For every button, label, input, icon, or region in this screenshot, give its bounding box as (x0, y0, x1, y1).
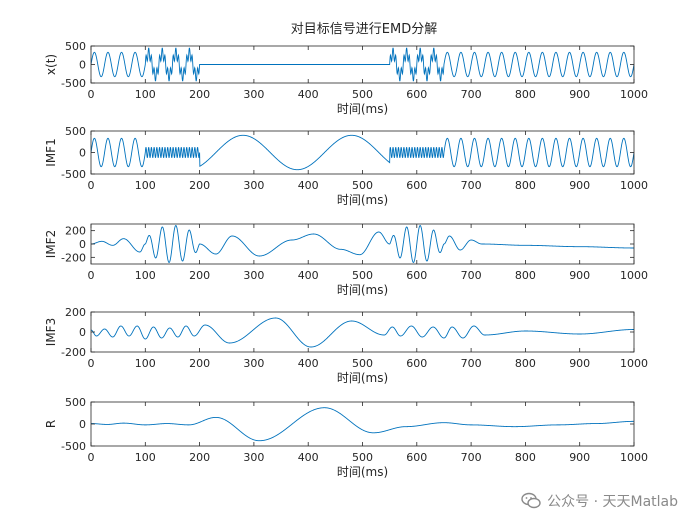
imf2-ytick-label: -200 (61, 251, 86, 264)
imf3-xtick-label: 100 (135, 357, 156, 370)
imf2-xtick-label: 900 (569, 269, 590, 282)
residual-xtick-label: 1000 (620, 451, 648, 464)
residual-ytick-label: 0 (79, 418, 86, 431)
imf3-panel: 0 100 200 300 400 500 600 700 800 900 1000-2000200… (44, 306, 648, 385)
imf1-xlabel: 时间(ms) (337, 193, 388, 207)
xt-panel: 0 100 200 300 400 500 600 700 800 900 1000-5000500… (44, 40, 648, 116)
imf1-xtick-label: 600 (406, 179, 427, 192)
imf1-xtick-label: 500 (352, 179, 373, 192)
residual-xtick-label: 0 (88, 451, 95, 464)
imf2-xtick-label: 500 (352, 269, 373, 282)
xt-ytick-label: 500 (65, 40, 86, 53)
xt-xtick-label: 500 (352, 88, 373, 101)
residual-panel: 0 100 200 300 400 500 600 700 800 900 1000-5000500… (44, 396, 648, 479)
residual-ytick-label: 500 (65, 396, 86, 409)
figure-title: 对目标信号进行EMD分解 (291, 22, 437, 37)
imf2-xtick-label: 100 (135, 269, 156, 282)
imf2-xtick-label: 800 (515, 269, 536, 282)
xt-xtick-label: 700 (461, 88, 482, 101)
imf1-xtick-label: 0 (88, 179, 95, 192)
imf3-xtick-label: 600 (406, 357, 427, 370)
imf1-xtick-label: 800 (515, 179, 536, 192)
imf1-xtick-label: 300 (243, 179, 264, 192)
residual-xtick-label: 400 (298, 451, 319, 464)
imf1-xtick-label: 200 (189, 179, 210, 192)
imf3-xtick-label: 700 (461, 357, 482, 370)
imf1-ytick-label: 500 (65, 125, 86, 138)
imf2-xtick-label: 400 (298, 269, 319, 282)
xt-ytick-label: 0 (79, 59, 86, 72)
wechat-icon (521, 492, 541, 509)
residual-xtick-label: 600 (406, 451, 427, 464)
residual-xtick-label: 500 (352, 451, 373, 464)
xt-xtick-label: 200 (189, 88, 210, 101)
imf3-axes-box (90, 311, 635, 353)
imf2-xtick-label: 200 (189, 269, 210, 282)
imf2-xtick-label: 700 (461, 269, 482, 282)
xt-xtick-label: 100 (135, 88, 156, 101)
imf2-ylabel: IMF2 (44, 230, 58, 258)
imf3-xtick-label: 300 (243, 357, 264, 370)
imf1-xtick-label: 100 (135, 179, 156, 192)
imf2-panel: 0 100 200 300 400 500 600 700 800 900 1000-2000200… (44, 223, 648, 297)
imf2-xtick-label: 300 (243, 269, 264, 282)
xt-series-line (91, 47, 634, 82)
imf1-series-line (91, 134, 634, 171)
imf1-ytick-label: -500 (61, 168, 86, 181)
imf1-xtick-label: 700 (461, 179, 482, 192)
imf1-xtick-label: 900 (569, 179, 590, 192)
xt-ylabel: x(t) (44, 54, 58, 75)
imf2-ytick-label: 0 (79, 238, 86, 251)
residual-xlabel: 时间(ms) (337, 465, 388, 479)
imf1-xtick-label: 400 (298, 179, 319, 192)
residual-xtick-label: 800 (515, 451, 536, 464)
imf3-ytick-label: -200 (61, 346, 86, 359)
imf2-xtick-label: 600 (406, 269, 427, 282)
residual-xtick-label: 300 (243, 451, 264, 464)
imf3-xtick-label: 500 (352, 357, 373, 370)
xt-xtick-label: 300 (243, 88, 264, 101)
xt-xlabel: 时间(ms) (337, 102, 388, 116)
xt-xtick-label: 0 (88, 88, 95, 101)
imf3-xtick-label: 200 (189, 357, 210, 370)
imf3-xtick-label: 400 (298, 357, 319, 370)
xt-xtick-label: 600 (406, 88, 427, 101)
imf2-xtick-label: 0 (88, 269, 95, 282)
residual-ytick-label: -500 (61, 440, 86, 453)
imf3-ylabel: IMF3 (44, 318, 58, 346)
watermark: 公众号 · 天天Matlab (521, 491, 678, 511)
imf2-ytick-label: 200 (65, 225, 86, 238)
imf3-xtick-label: 1000 (620, 357, 648, 370)
imf2-xlabel: 时间(ms) (337, 283, 388, 297)
imf3-ytick-label: 0 (79, 326, 86, 339)
residual-xtick-label: 700 (461, 451, 482, 464)
imf3-series-line (91, 317, 634, 348)
imf3-xtick-label: 800 (515, 357, 536, 370)
imf3-ytick-label: 200 (65, 306, 86, 319)
imf1-ylabel: IMF1 (44, 138, 58, 166)
imf3-xtick-label: 0 (88, 357, 95, 370)
imf1-panel: 0 100 200 300 400 500 600 700 800 900 1000-5000500… (44, 125, 648, 207)
residual-xtick-label: 200 (189, 451, 210, 464)
imf2-xtick-label: 1000 (620, 269, 648, 282)
imf3-xtick-label: 900 (569, 357, 590, 370)
xt-xtick-label: 400 (298, 88, 319, 101)
xt-ytick-label: -500 (61, 77, 86, 90)
residual-ylabel: R (44, 420, 58, 428)
residual-series-line (91, 407, 634, 442)
imf3-xlabel: 时间(ms) (337, 371, 388, 385)
imf1-xtick-label: 1000 (620, 179, 648, 192)
residual-xtick-label: 100 (135, 451, 156, 464)
imf2-series-line (91, 225, 634, 263)
imf1-ytick-label: 0 (79, 147, 86, 160)
watermark-text: 公众号 · 天天Matlab (547, 494, 678, 510)
xt-xtick-label: 800 (515, 88, 536, 101)
xt-xtick-label: 900 (569, 88, 590, 101)
xt-xtick-label: 1000 (620, 88, 648, 101)
residual-xtick-label: 900 (569, 451, 590, 464)
